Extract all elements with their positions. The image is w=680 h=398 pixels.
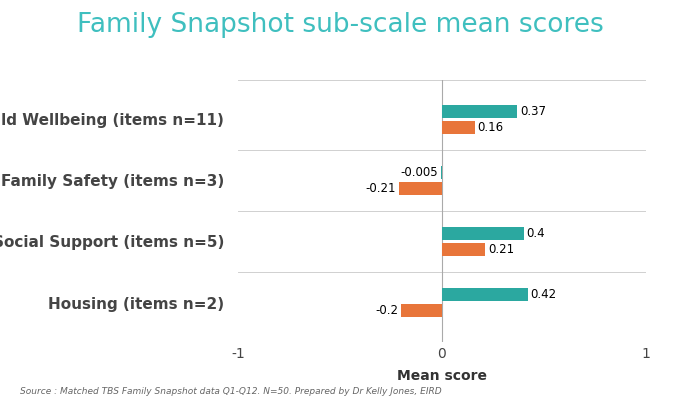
Bar [442,105,517,118]
Bar [442,243,485,256]
Text: 0.4: 0.4 [526,227,545,240]
Text: -0.2: -0.2 [375,304,398,317]
Bar [401,304,442,317]
Text: 0.16: 0.16 [477,121,504,134]
Bar [442,288,528,301]
Text: -0.005: -0.005 [401,166,438,179]
Bar [399,181,442,195]
Text: Source : Matched TBS Family Snapshot data Q1-Q12. N=50. Prepared by Dr Kelly Jon: Source : Matched TBS Family Snapshot dat… [20,387,442,396]
Bar [441,166,442,179]
Text: -0.21: -0.21 [366,182,396,195]
Text: 0.42: 0.42 [530,288,557,301]
X-axis label: Mean score: Mean score [397,369,487,384]
Text: 0.37: 0.37 [521,105,547,118]
Bar [442,121,475,134]
Text: 0.21: 0.21 [488,243,514,256]
Text: Family Snapshot sub-scale mean scores: Family Snapshot sub-scale mean scores [77,12,603,38]
Bar [442,227,524,240]
